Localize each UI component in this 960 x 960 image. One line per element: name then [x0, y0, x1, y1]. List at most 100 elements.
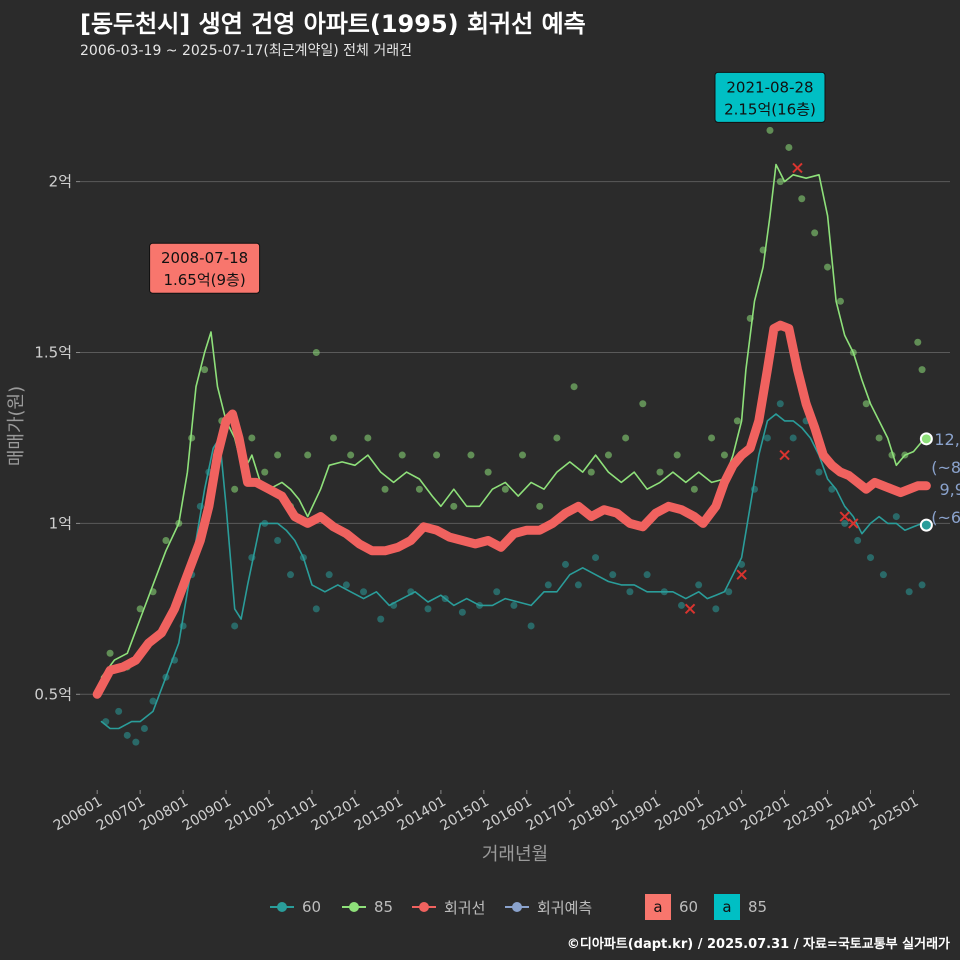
marker-stroke [779, 449, 790, 461]
marker-stroke [839, 511, 850, 522]
scatter-point-85 [261, 468, 269, 476]
scatter-point-85 [622, 434, 630, 442]
scatter-point-85 [433, 451, 441, 459]
x-tick-label: 202101 [695, 794, 749, 835]
x-tick-label: 201101 [266, 794, 320, 835]
regression-marker [848, 518, 859, 529]
legend: 60 85 회귀선 회귀예측 a 60 a 85 [0, 892, 960, 922]
regression-marker [839, 511, 850, 522]
scatter-point-85 [553, 434, 561, 442]
scatter-point-60 [643, 571, 651, 579]
x-tick-label: 201301 [352, 794, 406, 835]
marker-stroke [684, 603, 696, 615]
scatter-point-60 [149, 697, 157, 705]
scatter-point-85 [914, 338, 922, 346]
scatter-point-85 [274, 451, 282, 459]
scatter-point-60 [312, 605, 320, 613]
annotation-date: 2021-08-28 [726, 78, 813, 96]
scatter-point-60 [377, 615, 385, 623]
scatter-point-60 [561, 560, 569, 568]
scatter-point-85 [836, 297, 844, 305]
chart-title: [동두천시] 생연 건영 아파트(1995) 회귀선 예측 [80, 10, 586, 38]
forecast-area-label: (~85㎡) [931, 458, 960, 477]
line-layer [92, 163, 931, 730]
annotation-box [149, 242, 261, 294]
legend-box-label-60: 60 [679, 898, 699, 916]
legend-box-label-85: 85 [748, 898, 768, 916]
legend-item-60[interactable]: 60 [270, 892, 321, 922]
annotation-date: 2008-07-18 [161, 249, 248, 267]
y-tick-label: 1억 [49, 514, 72, 532]
axis-layer: 0.5억 1억 1.5억 2억 2006012007012008012009012010… [6, 173, 921, 865]
scatter-point-85 [875, 434, 883, 442]
legend-item-label-60[interactable]: a 60 [645, 892, 698, 922]
annotation-price: 2.15억(16층) [724, 100, 816, 118]
scatter-point-85 [536, 502, 544, 510]
annotation-box [714, 71, 826, 123]
forecast-value-label: 12,475 [934, 430, 960, 449]
scatter-point-85 [824, 263, 832, 271]
scatter-point-60 [905, 588, 913, 596]
legend-label-forecast: 회귀예측 [537, 898, 593, 917]
scatter-point-60 [592, 554, 600, 562]
scatter-point-85 [364, 434, 372, 442]
scatter-point-85 [312, 349, 320, 357]
scatter-point-60 [527, 622, 535, 630]
scatter-point-85 [329, 434, 337, 442]
scatter-point-60 [815, 468, 823, 476]
x-tick-label: 201601 [481, 794, 535, 835]
scatter-point-60 [115, 707, 123, 715]
legend-item-label-85[interactable]: a 85 [714, 892, 767, 922]
marker-stroke [848, 518, 859, 529]
scatter-point-60 [867, 554, 875, 562]
scatter-point-60 [493, 588, 501, 596]
x-tick-label: 201801 [566, 794, 620, 835]
scatter-point-85 [733, 417, 741, 425]
scatter-point-85 [604, 451, 612, 459]
x-axis-title: 거래년월 [482, 844, 548, 865]
scatter-point-60 [132, 738, 140, 746]
scatter-point-60 [854, 536, 862, 544]
x-tick-label: 200801 [137, 794, 191, 835]
x-tick-label: 201001 [223, 794, 277, 835]
scatter-point-60 [360, 588, 368, 596]
regression-marker [736, 569, 747, 580]
scatter-point-60 [879, 571, 887, 579]
forecast-point [919, 518, 933, 532]
series-line-60 [100, 413, 928, 730]
scatter-point-85 [673, 451, 681, 459]
scatter-point-85 [862, 400, 870, 408]
scatter-point-85 [398, 451, 406, 459]
scatter-point-60 [231, 622, 239, 630]
x-tick-label: 202501 [867, 794, 921, 835]
scatter-point-85 [501, 485, 509, 493]
scatter-point-60 [123, 731, 131, 739]
scatter-point-85 [136, 605, 144, 613]
y-tick-label: 0.5억 [34, 685, 72, 703]
regression-marker [779, 449, 790, 461]
scatter-point-60 [424, 605, 432, 613]
x-tick-label: 202301 [781, 794, 835, 835]
scatter-point-60 [892, 513, 900, 521]
legend-item-85[interactable]: 85 [342, 892, 393, 922]
legend-item-forecast[interactable]: 회귀예측 [505, 892, 592, 922]
x-tick-label: 202001 [652, 794, 706, 835]
scatter-point-85 [381, 485, 389, 493]
scatter-point-85 [811, 229, 819, 237]
scatter-point-85 [201, 366, 209, 374]
legend-item-regression[interactable]: 회귀선 [412, 892, 485, 922]
legend-box-85: a [714, 894, 740, 920]
scatter-point-60 [828, 485, 836, 493]
scatter-point-85 [519, 451, 527, 459]
marker-stroke [736, 569, 747, 580]
scatter-point-85 [798, 195, 806, 203]
scatter-point-60 [763, 434, 771, 442]
x-tick-label: 202401 [824, 794, 878, 835]
scatter-point-85 [347, 451, 355, 459]
scatter-point-60 [712, 605, 720, 613]
scatter-point-85 [690, 485, 698, 493]
marker-layer [684, 162, 859, 615]
scatter-point-85 [587, 468, 595, 476]
scatter-point-85 [467, 451, 475, 459]
